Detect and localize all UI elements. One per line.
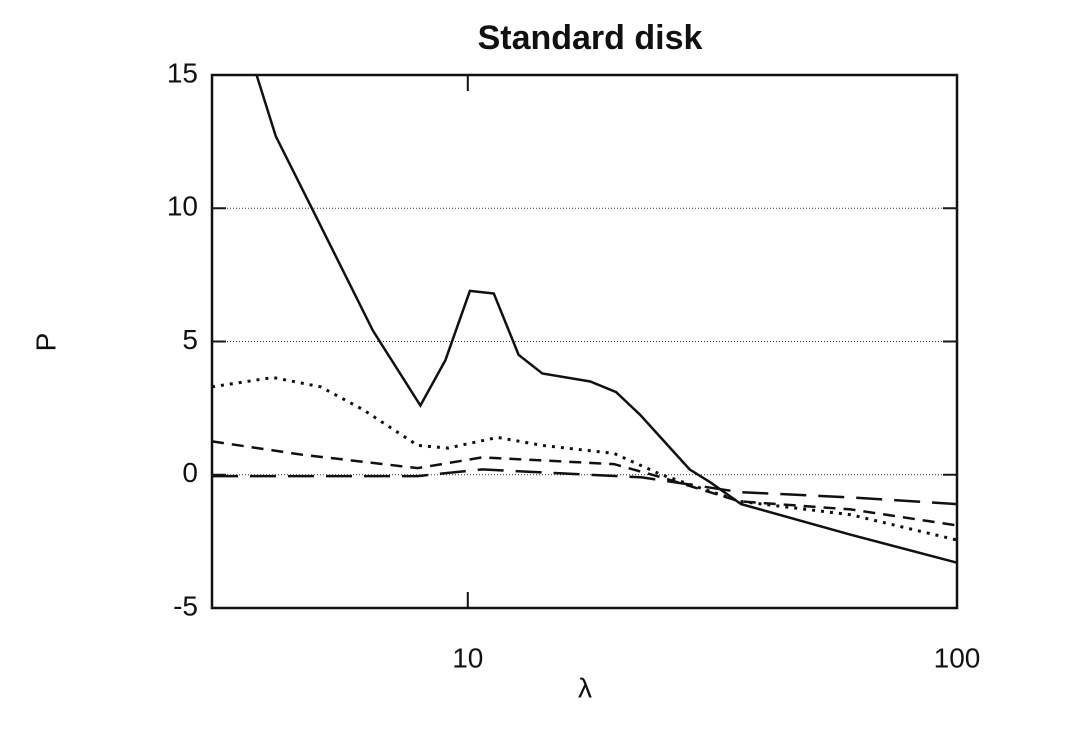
line-series xyxy=(211,375,958,542)
y-tick-label: 10 xyxy=(167,191,198,222)
line-series xyxy=(255,74,958,564)
x-tick-label: 10 xyxy=(452,642,483,673)
y-tick-label: 0 xyxy=(182,457,198,488)
y-axis-label: P xyxy=(30,333,61,352)
y-tick-label: 15 xyxy=(167,57,198,88)
x-axis-label: λ xyxy=(578,672,592,703)
x-tick-label: 100 xyxy=(934,642,981,673)
y-tick-label: -5 xyxy=(173,590,198,621)
chart-title: Standard disk xyxy=(478,19,703,57)
line-series xyxy=(212,468,958,506)
y-tick-label: 5 xyxy=(182,324,198,355)
line-series xyxy=(211,440,958,527)
